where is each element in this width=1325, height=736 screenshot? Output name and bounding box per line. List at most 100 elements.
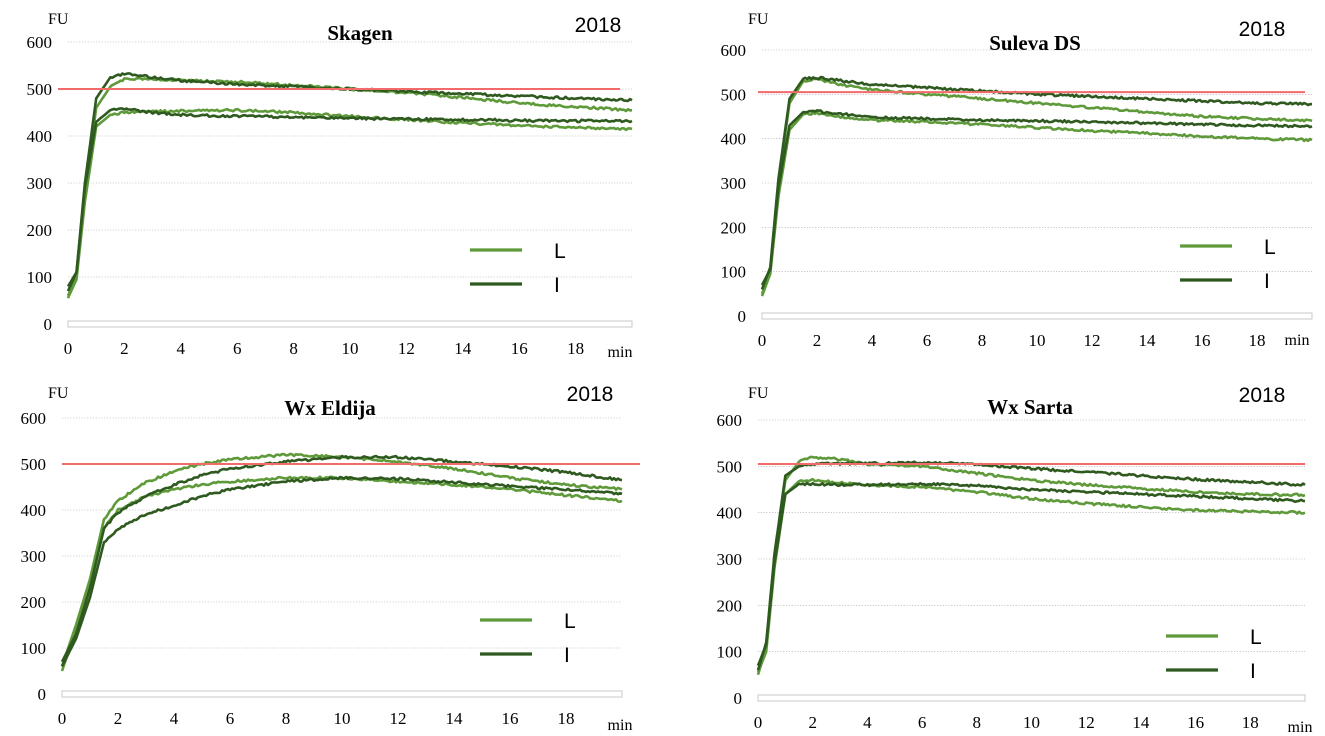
x-tick-label: 6 xyxy=(233,339,242,358)
x-tick-label: 10 xyxy=(334,709,351,728)
y-axis-label: FU xyxy=(748,385,769,402)
y-tick-label: 200 xyxy=(721,218,747,237)
x-tick-label: 18 xyxy=(558,709,575,728)
x-tick-label: 8 xyxy=(282,709,291,728)
y-tick-label: 600 xyxy=(27,33,53,52)
x-tick-label: 12 xyxy=(1078,713,1095,732)
series-line-I xyxy=(60,454,623,663)
y-tick-label: 400 xyxy=(21,501,47,520)
series-line-I xyxy=(66,107,633,288)
legend-label: I xyxy=(564,644,570,667)
series-line-L xyxy=(60,452,623,667)
x-axis-label: min xyxy=(1288,719,1313,736)
chart-title: Suleva DS xyxy=(989,31,1081,55)
x-tick-label: 4 xyxy=(863,713,872,732)
legend-label: I xyxy=(1264,270,1270,293)
series-line-L xyxy=(756,477,1306,673)
y-tick-label: 0 xyxy=(44,315,53,334)
x-tick-label: 16 xyxy=(1187,713,1204,732)
y-tick-label: 400 xyxy=(27,127,53,146)
x-tick-label: 8 xyxy=(973,713,982,732)
x-tick-label: 0 xyxy=(64,339,73,358)
x-axis xyxy=(757,694,1306,702)
y-tick-label: 0 xyxy=(38,685,47,704)
legend-label: I xyxy=(554,274,560,297)
y-tick-label: 300 xyxy=(721,174,747,193)
x-tick-label: 16 xyxy=(1194,331,1211,350)
series-line-I xyxy=(760,109,1313,286)
year-label: 2018 xyxy=(567,383,614,406)
x-tick-label: 16 xyxy=(511,339,528,358)
x-tick-label: 6 xyxy=(226,709,235,728)
y-tick-label: 400 xyxy=(717,504,743,523)
legend-label: I xyxy=(1250,660,1256,683)
y-tick-label: 200 xyxy=(21,593,47,612)
x-tick-label: 4 xyxy=(177,339,186,358)
x-tick-label: 0 xyxy=(758,331,767,350)
x-axis xyxy=(761,312,1313,320)
y-axis-label: FU xyxy=(48,11,69,28)
x-axis xyxy=(61,690,623,698)
series-line-I xyxy=(760,75,1313,290)
x-tick-label: 0 xyxy=(754,713,763,732)
x-axis-label: min xyxy=(1285,332,1310,349)
x-tick-label: 18 xyxy=(1249,331,1266,350)
y-tick-label: 100 xyxy=(717,643,743,662)
y-tick-label: 600 xyxy=(721,41,747,60)
x-tick-label: 14 xyxy=(446,709,464,728)
y-tick-label: 0 xyxy=(738,307,747,326)
year-label: 2018 xyxy=(575,14,622,37)
x-tick-label: 6 xyxy=(923,331,932,350)
y-tick-label: 100 xyxy=(27,268,53,287)
x-tick-label: 18 xyxy=(567,339,584,358)
legend-label: L xyxy=(554,240,566,263)
series-line-L xyxy=(760,111,1313,297)
x-tick-label: 2 xyxy=(114,709,123,728)
y-tick-label: 100 xyxy=(721,263,747,282)
y-tick-label: 600 xyxy=(717,411,743,430)
year-label: 2018 xyxy=(1239,384,1286,407)
y-tick-label: 300 xyxy=(27,174,53,193)
legend-label: L xyxy=(1264,236,1276,259)
series-line-L xyxy=(760,77,1313,295)
x-tick-label: 2 xyxy=(120,339,129,358)
y-tick-label: 400 xyxy=(721,130,747,149)
x-tick-label: 4 xyxy=(170,709,179,728)
x-tick-label: 0 xyxy=(58,709,67,728)
y-tick-label: 100 xyxy=(21,639,47,658)
x-tick-label: 8 xyxy=(289,339,298,358)
x-tick-label: 8 xyxy=(978,331,987,350)
year-label: 2018 xyxy=(1239,18,1286,41)
y-tick-label: 300 xyxy=(717,550,743,569)
y-tick-label: 500 xyxy=(27,80,53,99)
x-axis xyxy=(67,320,633,328)
chart-title: Wx Sarta xyxy=(987,395,1073,419)
series-line-I xyxy=(60,475,623,667)
x-tick-label: 10 xyxy=(1029,331,1046,350)
x-tick-label: 12 xyxy=(1084,331,1101,350)
y-tick-label: 300 xyxy=(21,547,47,566)
legend-label: L xyxy=(1250,626,1262,649)
x-tick-label: 12 xyxy=(390,709,407,728)
chart-title: Skagen xyxy=(327,21,393,45)
x-tick-label: 2 xyxy=(813,331,822,350)
x-tick-label: 10 xyxy=(1023,713,1040,732)
x-tick-label: 14 xyxy=(454,339,472,358)
chart-title: Wx Eldija xyxy=(284,396,376,420)
x-tick-label: 2 xyxy=(808,713,817,732)
x-tick-label: 10 xyxy=(342,339,359,358)
y-axis-label: FU xyxy=(48,385,69,402)
x-tick-label: 18 xyxy=(1242,713,1259,732)
x-tick-label: 16 xyxy=(502,709,519,728)
x-tick-label: 6 xyxy=(918,713,927,732)
x-tick-label: 12 xyxy=(398,339,415,358)
series-line-L xyxy=(66,107,633,299)
x-axis-label: min xyxy=(608,717,633,734)
x-tick-label: 14 xyxy=(1139,331,1157,350)
y-tick-label: 0 xyxy=(734,689,743,708)
y-tick-label: 500 xyxy=(717,457,743,476)
x-axis-label: min xyxy=(608,344,633,361)
series-line-L xyxy=(756,455,1306,676)
y-tick-label: 200 xyxy=(717,596,743,615)
